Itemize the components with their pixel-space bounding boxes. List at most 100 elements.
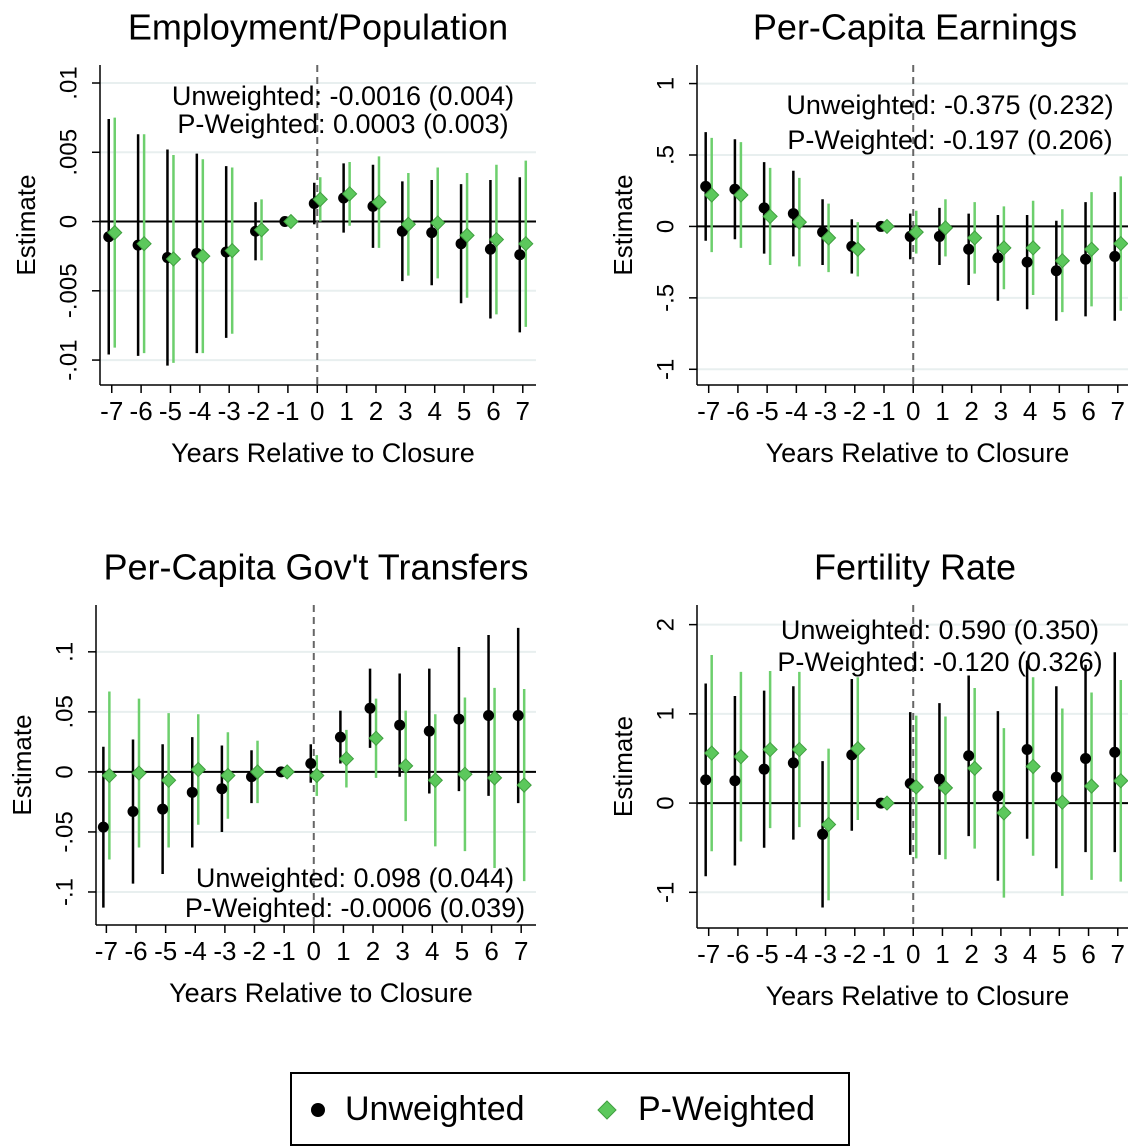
point — [368, 730, 384, 746]
y-tick-label: 0 — [51, 765, 78, 778]
point — [457, 766, 473, 783]
point — [817, 828, 829, 840]
x-tick-label: 1 — [339, 396, 353, 426]
x-tick-label: 3 — [994, 939, 1008, 969]
x-tick-label: 0 — [310, 396, 324, 426]
annotation: P-Weighted: 0.0003 (0.003) — [177, 109, 508, 139]
x-tick-label: 4 — [427, 396, 441, 426]
point — [279, 764, 295, 780]
x-tick-label: -1 — [273, 936, 296, 966]
point — [512, 709, 524, 721]
legend-box — [290, 1072, 850, 1146]
point — [1021, 744, 1033, 756]
x-tick-label: 3 — [398, 396, 412, 426]
legend-label: Unweighted — [345, 1090, 525, 1128]
annotation: Unweighted: 0.098 (0.044) — [196, 863, 514, 893]
x-tick-label: -6 — [130, 396, 153, 426]
x-tick-label: 3 — [395, 936, 409, 966]
x-tick-label: 6 — [1081, 396, 1095, 426]
point — [820, 230, 837, 246]
x-tick-label: -6 — [726, 396, 749, 426]
point — [762, 208, 778, 225]
point — [933, 773, 945, 785]
x-tick-label: -6 — [124, 936, 147, 966]
point — [1109, 250, 1121, 262]
y-tick-label: 0 — [55, 215, 82, 228]
point — [160, 772, 177, 789]
point — [700, 180, 712, 192]
point — [97, 821, 109, 833]
point — [101, 767, 118, 784]
point — [762, 741, 778, 758]
x-tick-label: 1 — [935, 396, 949, 426]
point — [518, 235, 534, 252]
point — [514, 249, 526, 261]
point — [157, 803, 169, 815]
point — [733, 187, 749, 203]
point — [216, 783, 228, 795]
y-tick-label: 2 — [652, 618, 679, 631]
x-tick-label: -7 — [100, 396, 123, 426]
y-tick-label: -.5 — [652, 284, 679, 312]
point — [996, 805, 1012, 821]
x-tick-label: 5 — [457, 396, 471, 426]
point — [791, 214, 808, 230]
point — [309, 767, 325, 784]
annotation: Unweighted: -0.0016 (0.004) — [172, 81, 514, 111]
x-tick-label: -7 — [95, 936, 118, 966]
point — [459, 227, 475, 244]
x-tick-label: 0 — [307, 936, 321, 966]
point — [966, 760, 983, 776]
point — [484, 243, 496, 255]
y-tick-label: 0 — [652, 796, 679, 809]
point — [908, 224, 924, 240]
x-tick-label: -5 — [756, 939, 779, 969]
x-tick-label: -4 — [785, 396, 808, 426]
point — [334, 731, 346, 743]
x-axis-label: Years Relative to Closure — [766, 981, 1070, 1011]
point — [700, 774, 712, 786]
point — [186, 786, 198, 798]
y-tick-label: .005 — [55, 129, 82, 176]
point — [850, 241, 866, 257]
point — [394, 719, 406, 731]
point — [136, 235, 152, 252]
x-tick-label: -1 — [872, 396, 895, 426]
point — [908, 779, 924, 795]
point — [791, 741, 808, 758]
y-axis-label: Estimate — [11, 174, 41, 275]
point — [963, 750, 975, 762]
point — [486, 770, 503, 786]
point — [1050, 265, 1062, 277]
point — [992, 252, 1004, 264]
x-tick-label: 2 — [366, 936, 380, 966]
annotation: P-Weighted: -0.197 (0.206) — [787, 125, 1112, 155]
point — [516, 777, 532, 793]
x-tick-label: -6 — [726, 939, 749, 969]
point — [312, 191, 328, 208]
x-tick-label: 5 — [1052, 396, 1066, 426]
point — [879, 218, 895, 235]
y-tick-label: -.005 — [55, 263, 82, 318]
y-tick-label: 0 — [652, 220, 679, 233]
annotation: P-Weighted: -0.120 (0.326) — [777, 647, 1102, 677]
legend-marker — [311, 1103, 325, 1117]
chart-title: Fertility Rate — [814, 547, 1016, 588]
point — [483, 709, 495, 721]
point — [488, 231, 505, 248]
x-tick-label: -7 — [697, 396, 720, 426]
point — [729, 775, 741, 787]
point — [341, 186, 358, 202]
y-tick-label: .1 — [51, 642, 78, 662]
x-tick-label: -3 — [218, 396, 241, 426]
point — [400, 216, 417, 233]
x-tick-label: 5 — [455, 936, 469, 966]
x-tick-label: -5 — [756, 396, 779, 426]
point — [397, 758, 414, 774]
point — [190, 761, 206, 778]
x-tick-label: -2 — [247, 396, 270, 426]
annotation: Unweighted: 0.590 (0.350) — [781, 615, 1099, 645]
x-tick-label: 7 — [1111, 939, 1125, 969]
point — [1054, 253, 1071, 269]
